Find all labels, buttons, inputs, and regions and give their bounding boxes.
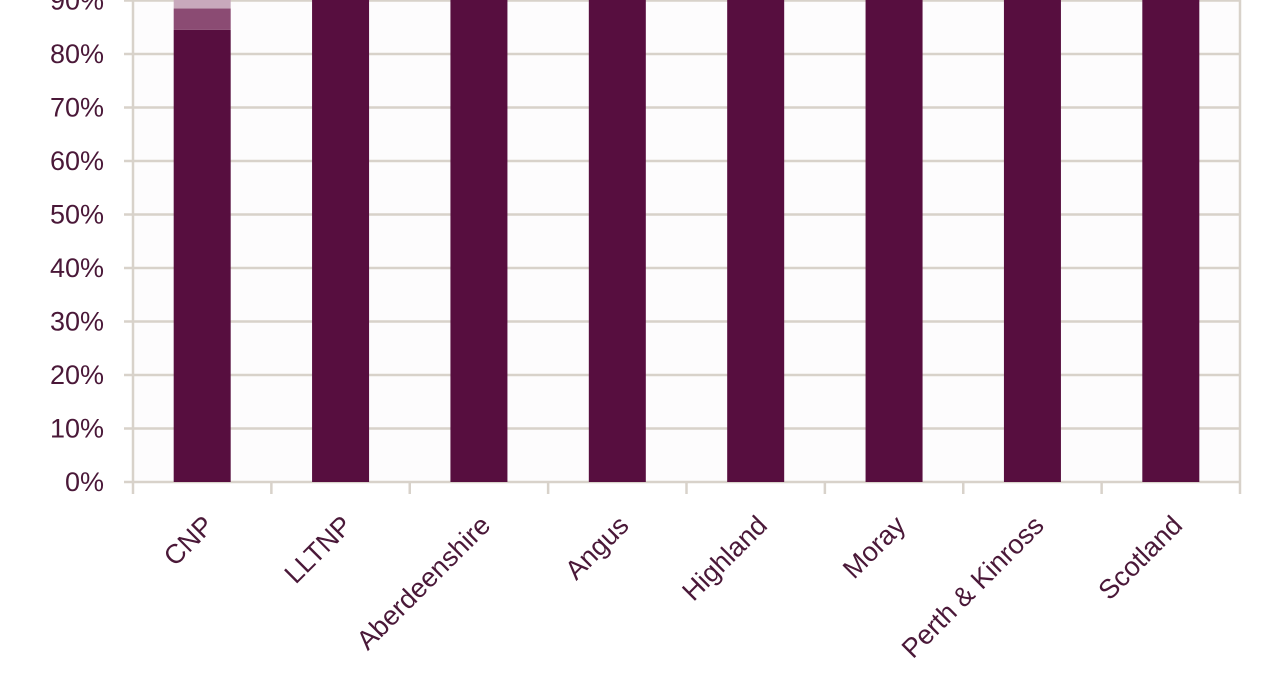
y-tick-label: 0%: [65, 467, 104, 497]
y-tick-label: 60%: [50, 146, 104, 176]
bar-segment: [1003, 0, 1061, 482]
x-tick-label: Aberdeenshire: [351, 510, 496, 655]
bar-segment: [865, 0, 923, 482]
x-tick-label: Moray: [837, 510, 912, 585]
x-tick-label: Scotland: [1093, 510, 1189, 606]
bar-segment: [450, 0, 508, 482]
x-tick-label: LLTNP: [279, 510, 358, 589]
bar-segment: [173, 0, 231, 9]
x-tick-label: Perth & Kinross: [896, 510, 1050, 664]
x-tick-label: Angus: [559, 510, 634, 585]
y-tick-label: 80%: [50, 39, 104, 69]
y-tick-label: 70%: [50, 93, 104, 123]
x-tick-label: Highland: [676, 510, 773, 607]
plot-area: [133, 0, 1240, 482]
bar-segment: [173, 8, 231, 30]
y-tick-label: 40%: [50, 253, 104, 283]
x-tick-label: CNP: [158, 510, 220, 572]
bar-segment: [1142, 0, 1200, 482]
bar-segment: [173, 29, 231, 483]
y-tick-label: 30%: [50, 307, 104, 337]
y-tick-label: 90%: [50, 0, 104, 16]
y-tick-label: 10%: [50, 414, 104, 444]
y-tick-label: 50%: [50, 200, 104, 230]
bar-segment: [588, 0, 646, 482]
bar-segment: [312, 0, 370, 482]
y-tick-label: 20%: [50, 360, 104, 390]
bar-segment: [727, 0, 785, 482]
